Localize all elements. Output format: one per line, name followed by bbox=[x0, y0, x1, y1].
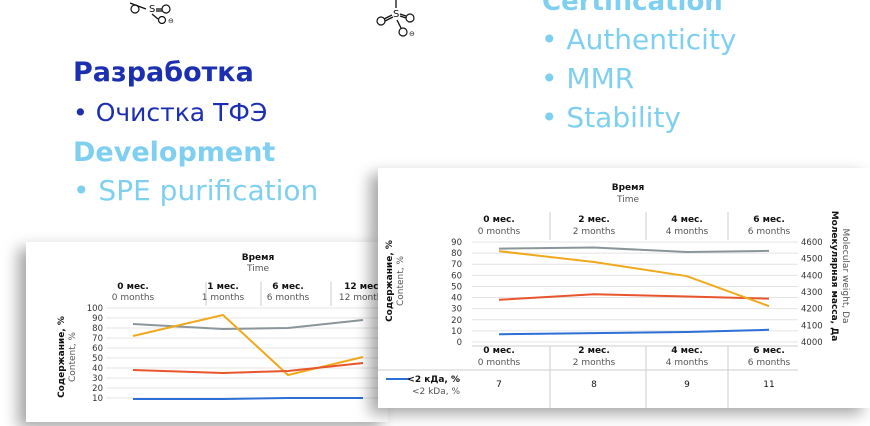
category-label-en: 4 months bbox=[666, 227, 709, 237]
charge-minus-icon: ⊖ bbox=[409, 30, 415, 38]
y2-axis-label: Молекулярная масса, Да bbox=[829, 211, 839, 342]
chart-subtitle: Time bbox=[246, 264, 269, 274]
table-category-label: 2 мес. bbox=[578, 346, 610, 356]
stability-chart-left: Время Time 0 мес.0 months 1 мес.1 months 6… bbox=[57, 253, 388, 404]
y-tick-label: 30 bbox=[451, 305, 462, 315]
y2-tick-label: 4400 bbox=[801, 271, 823, 281]
y-axis-label-en: Content, % bbox=[68, 332, 78, 383]
y-tick-label: 80 bbox=[451, 249, 462, 259]
series-line-2 bbox=[498, 293, 770, 301]
chart-title: Время bbox=[612, 183, 645, 193]
y-tick-label: 20 bbox=[92, 384, 103, 394]
y-axis-label: Содержание, % bbox=[385, 240, 395, 322]
y-tick-label: 60 bbox=[451, 271, 462, 281]
stability-chart-card-right: Время Time 0 мес. 0 months 2 мес. 2 months 4… bbox=[378, 168, 870, 408]
certification-item-stability: • Stability bbox=[541, 101, 681, 134]
y2-tick-label: 4200 bbox=[801, 305, 823, 315]
series-line-1 bbox=[498, 246, 770, 254]
oxygen-atom-1 bbox=[130, 4, 140, 14]
charge-minus-icon: ⊖ bbox=[168, 17, 174, 24]
table-category-label: 6 мес. bbox=[753, 346, 785, 356]
y-tick-label: 20 bbox=[451, 316, 462, 326]
table-cell-value: 9 bbox=[684, 380, 690, 390]
certification-item-authenticity: • Authenticity bbox=[541, 23, 737, 56]
table-row-label: <2 кДа, % bbox=[407, 375, 460, 385]
stability-chart-card-left: Время Time 0 мес. 0 months 1 мес. 1 months 6… bbox=[26, 242, 388, 422]
table-cell-value: 7 bbox=[496, 380, 502, 390]
chart-subtitle: Time bbox=[616, 195, 639, 205]
y-tick-label: 10 bbox=[92, 394, 103, 404]
category-label-en: 1 months bbox=[202, 293, 245, 303]
category-label: 2 мес. bbox=[578, 215, 610, 225]
y-tick-label: 80 bbox=[92, 324, 103, 334]
development-heading-en: Development bbox=[73, 137, 276, 168]
category-label: 1 мес. bbox=[207, 282, 239, 292]
category-label: 4 мес. bbox=[671, 215, 703, 225]
chart-title: Время bbox=[242, 253, 275, 263]
series-line-3 bbox=[498, 328, 770, 336]
y-tick-label: 40 bbox=[451, 294, 462, 304]
table-row-label-en: <2 kDa, % bbox=[412, 387, 461, 397]
category-label-en: 2 months bbox=[573, 227, 616, 237]
y-axis-label: Содержание, % bbox=[57, 316, 67, 398]
y-tick-label: 40 bbox=[92, 364, 103, 374]
table-category-label: 0 мес. bbox=[483, 346, 515, 356]
certification-heading: Certification bbox=[542, 0, 723, 17]
series-line-3 bbox=[132, 362, 364, 375]
sulfur-atom-label: S bbox=[149, 4, 155, 15]
y-tick-label: 50 bbox=[451, 282, 462, 292]
category-label: 0 мес. bbox=[483, 215, 515, 225]
category-label: 6 мес. bbox=[753, 215, 785, 225]
y2-tick-label: 4300 bbox=[801, 288, 823, 298]
oxygen-atom-2 bbox=[405, 13, 415, 23]
certification-item-mmr: • MMR bbox=[541, 62, 635, 95]
table-category-label-en: 6 months bbox=[748, 358, 791, 368]
category-label-en: 12 months bbox=[339, 293, 388, 303]
y-tick-label: 90 bbox=[451, 238, 462, 248]
development-heading-ru: Разработка bbox=[73, 57, 254, 88]
table-category-label-en: 2 months bbox=[573, 358, 616, 368]
oxygen-atom-2 bbox=[161, 4, 171, 14]
table-cell-value: 11 bbox=[763, 380, 774, 390]
y-tick-label: 100 bbox=[87, 304, 103, 314]
table-category-label: 4 мес. bbox=[671, 346, 703, 356]
category-label: 0 мес. bbox=[117, 282, 149, 292]
table-category-label-en: 0 months bbox=[478, 358, 521, 368]
series-line-4 bbox=[498, 250, 770, 308]
oxygen-atom-3 bbox=[398, 27, 408, 37]
y-tick-label: 90 bbox=[92, 314, 103, 324]
y2-tick-label: 4500 bbox=[801, 255, 823, 265]
sulfur-atom-label: S bbox=[393, 9, 399, 20]
table-cell-value: 8 bbox=[591, 380, 597, 390]
y-tick-label: 10 bbox=[451, 327, 462, 337]
development-item-ru: • Очистка ТФЭ bbox=[73, 98, 268, 127]
oxygen-atom-1 bbox=[376, 16, 386, 26]
category-label-en: 6 months bbox=[267, 293, 310, 303]
y-tick-label: 50 bbox=[92, 354, 103, 364]
category-label: 12 мес. bbox=[344, 282, 382, 292]
table-category-label-en: 4 months bbox=[666, 358, 709, 368]
y2-tick-label: 4600 bbox=[801, 238, 823, 248]
sulfonate-structure-right: S ⊖ bbox=[376, 0, 415, 38]
oxygen-atom-3 bbox=[157, 15, 167, 24]
y-tick-label: 30 bbox=[92, 374, 103, 384]
category-label-en: 0 months bbox=[112, 293, 155, 303]
sulfonate-structure-left: S ⊖ bbox=[129, 2, 174, 24]
y-tick-label: 60 bbox=[92, 344, 103, 354]
category-label-en: 6 months bbox=[748, 227, 791, 237]
y-tick-label: 70 bbox=[451, 260, 462, 270]
y-tick-label: 70 bbox=[92, 334, 103, 344]
stability-chart-right: Время Time 0 мес. 0 months 2 мес. 2 months 4… bbox=[378, 183, 850, 408]
development-item-en: • SPE purification bbox=[73, 174, 319, 207]
y-axis-label-en: Content, % bbox=[396, 256, 406, 307]
y-tick-label: 0 bbox=[457, 338, 462, 348]
series-line-4 bbox=[133, 397, 363, 400]
category-label: 6 мес. bbox=[272, 282, 304, 292]
category-label-en: 0 months bbox=[478, 227, 521, 237]
y2-tick-label: 4100 bbox=[801, 321, 823, 331]
y2-tick-label: 4000 bbox=[801, 338, 823, 348]
y2-axis-label-en: Molecular weight, Da bbox=[840, 228, 850, 323]
